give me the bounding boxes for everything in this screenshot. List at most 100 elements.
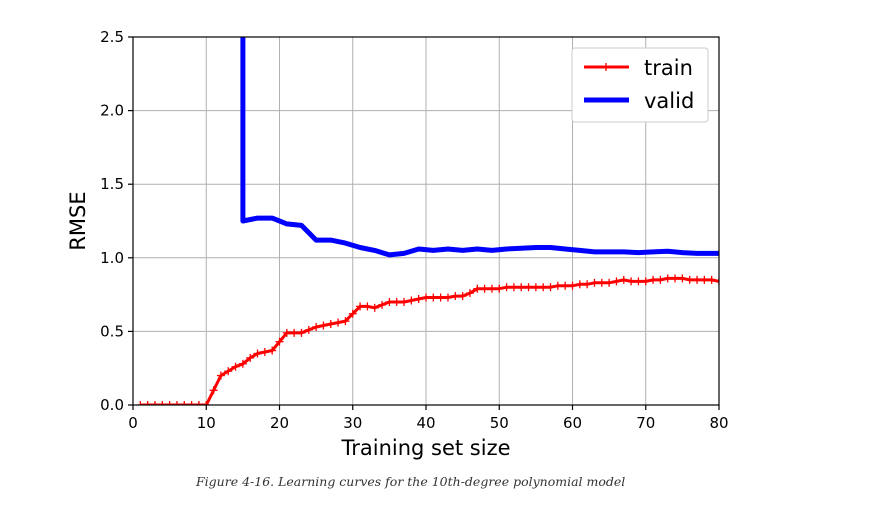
y-tick-label: 2.0 (100, 102, 124, 120)
train-point-marker (356, 302, 365, 311)
train-point-marker (605, 278, 614, 287)
train-point-marker (641, 277, 650, 286)
train-point-marker (238, 359, 247, 368)
train-point-marker (312, 322, 321, 331)
train-point-marker (531, 283, 540, 292)
train-point-marker (143, 401, 152, 405)
train-point-marker (465, 289, 474, 298)
train-point-marker (414, 295, 423, 304)
train-point-marker (202, 401, 211, 405)
train-point-marker (539, 283, 548, 292)
train-point-marker (671, 274, 680, 283)
learning-curve-chart: 0 10 20 30 40 50 60 70 80 0.0 0.5 1.0 1.5 2.0 2.5 Trai… (66, 28, 729, 460)
train-point-marker (378, 300, 387, 309)
train-point-marker (546, 283, 555, 292)
train-point-marker (693, 275, 702, 284)
train-point-marker (502, 283, 511, 292)
train-point-marker (172, 401, 181, 405)
train-point-marker (348, 309, 357, 318)
legend-entry-valid: valid (584, 89, 694, 113)
x-tick-label: 10 (197, 414, 216, 432)
train-point-marker (473, 284, 482, 293)
train-point-marker (275, 337, 284, 346)
train-point-marker (649, 275, 658, 284)
train-point-marker (619, 275, 628, 284)
x-axis-label: Training set size (340, 436, 510, 460)
x-tick-label: 70 (636, 414, 655, 432)
train-point-marker (341, 317, 350, 326)
train-point-marker (561, 281, 570, 290)
train-point-marker (597, 278, 606, 287)
train-point-marker (612, 277, 621, 286)
train-point-marker (700, 275, 709, 284)
train-point-marker (400, 297, 409, 306)
train-point-marker (392, 297, 401, 306)
train-point-marker (458, 292, 467, 301)
train-point-marker (385, 297, 394, 306)
x-tick-label: 30 (343, 414, 362, 432)
train-point-marker (319, 321, 328, 330)
train-point-marker (678, 274, 687, 283)
train-point-marker (370, 303, 379, 312)
train-point-marker (656, 275, 665, 284)
y-tick-label: 1.5 (100, 175, 124, 193)
train-point-marker (158, 401, 167, 405)
y-tick-label: 1.0 (100, 249, 124, 267)
y-tick-label: 0.0 (100, 396, 124, 414)
y-tick-label: 0.5 (100, 322, 124, 340)
legend-label: train (644, 56, 693, 80)
legend: train valid (571, 47, 709, 123)
train-point-marker (436, 293, 445, 302)
train-point-marker (260, 348, 269, 357)
train-point-marker (290, 328, 299, 337)
train-point-marker (627, 277, 636, 286)
train-point-marker (451, 292, 460, 301)
train-point-marker (194, 401, 203, 405)
train-point-marker (568, 281, 577, 290)
train-point-marker (553, 281, 562, 290)
train-point-marker (150, 401, 159, 405)
train-point-marker (443, 293, 452, 302)
x-tick-label: 60 (563, 414, 582, 432)
train-point-marker (326, 320, 335, 329)
y-tick-label: 2.5 (100, 28, 124, 46)
train-point-marker (715, 277, 719, 286)
x-tick-label: 0 (128, 414, 138, 432)
axes (128, 36, 720, 410)
train-point-marker (685, 275, 694, 284)
train-point-marker (429, 293, 438, 302)
train-point-marker (480, 284, 489, 293)
train-point-marker (165, 401, 174, 405)
train-point-marker (224, 367, 233, 376)
x-tick-label: 50 (490, 414, 509, 432)
train-point-marker (253, 349, 262, 358)
train-point-marker (209, 386, 218, 395)
train-point-marker (590, 278, 599, 287)
train-point-marker (487, 284, 496, 293)
train-point-marker (297, 328, 306, 337)
x-tick-label: 20 (270, 414, 289, 432)
y-axis-label: RMSE (66, 191, 90, 250)
x-tick-label: 40 (416, 414, 435, 432)
plot-area-series (136, 37, 719, 405)
legend-label: valid (644, 89, 694, 113)
train-point-marker (136, 401, 145, 405)
train-point-marker (282, 328, 291, 337)
train-point-marker (231, 362, 240, 371)
train-point-marker (407, 296, 416, 305)
train-point-marker (180, 401, 189, 405)
train-point-marker (509, 283, 518, 292)
train-point-marker (334, 318, 343, 327)
tick-labels: 0 10 20 30 40 50 60 70 80 0.0 0.5 1.0 1.5 2.0 2.5 (100, 28, 728, 432)
train-point-marker (216, 371, 225, 380)
legend-entry-train: train (584, 56, 693, 80)
train-point-marker (575, 280, 584, 289)
figure-caption: Figure 4-16. Learning curves for the 10t… (196, 474, 626, 489)
train-point-marker (304, 325, 313, 334)
train-point-marker (422, 293, 430, 302)
series-line-valid (240, 37, 719, 258)
train-point-marker (707, 275, 716, 284)
train-point-marker (663, 274, 672, 283)
train-point-marker (187, 401, 196, 405)
train-point-marker (583, 280, 592, 289)
